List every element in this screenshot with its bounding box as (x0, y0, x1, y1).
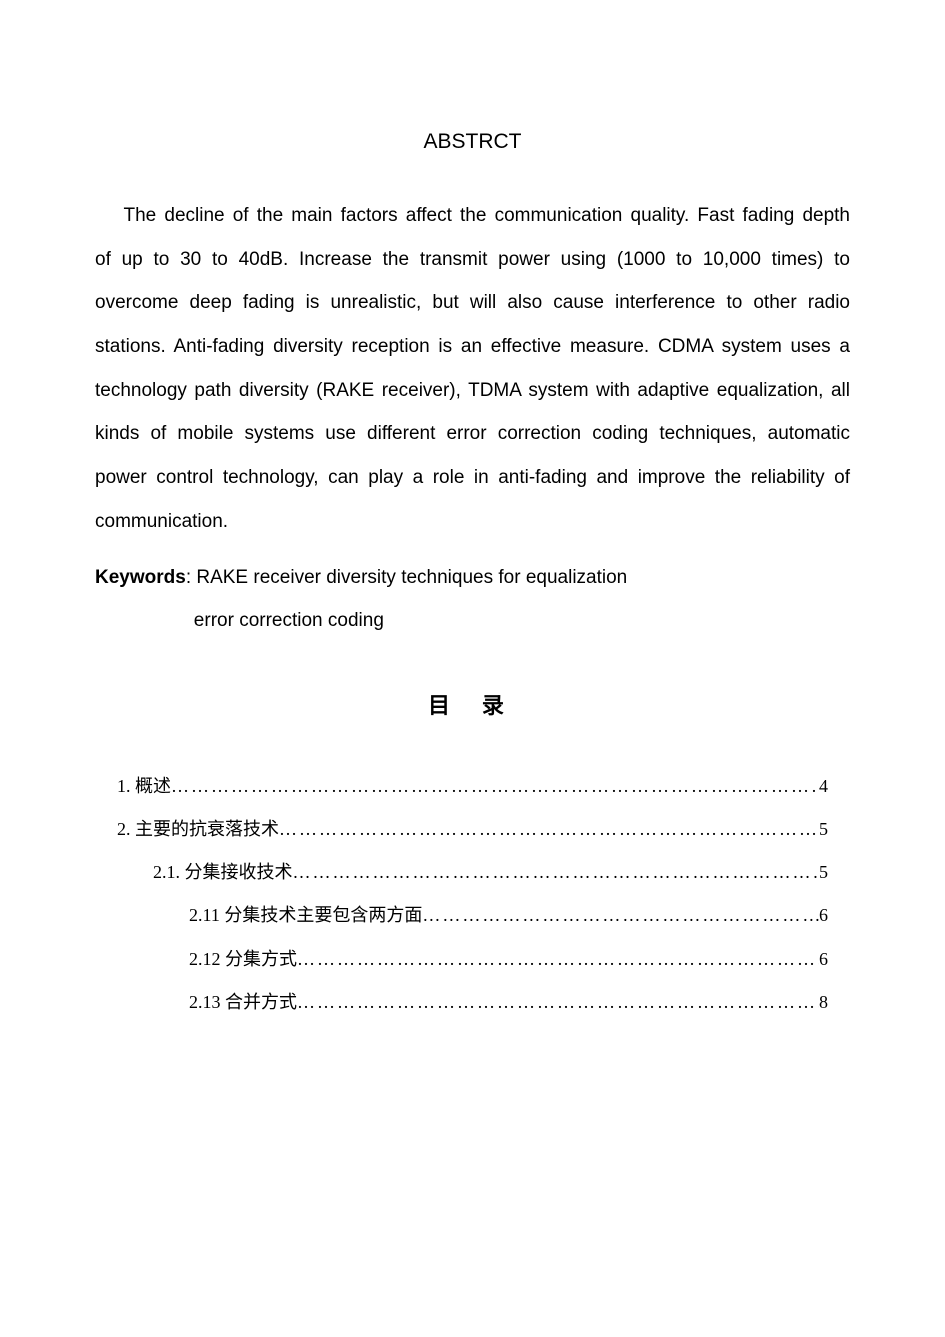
toc-item-label: 2. 主要的抗衰落技术 (117, 808, 279, 851)
toc-item-page: 5 (819, 851, 828, 894)
toc-item: 2.1. 分集接收技术 5 (117, 851, 828, 894)
toc-item-page: 6 (819, 938, 828, 981)
toc-dots (293, 851, 820, 894)
toc-dots (297, 981, 819, 1024)
toc-item-page: 6 (819, 894, 828, 937)
toc-item: 2.11 分集技术主要包含两方面 6 (117, 894, 828, 937)
toc-item: 2.12 分集方式 6 (117, 938, 828, 981)
toc-item-page: 8 (819, 981, 828, 1024)
keywords-text-1: : RAKE receiver diversity techniques for… (186, 567, 627, 588)
toc-container: 1. 概述 4 2. 主要的抗衰落技术 5 2.1. 分集接收技术 5 2.11… (95, 765, 850, 1024)
toc-dots (422, 894, 819, 937)
toc-item: 1. 概述 4 (117, 765, 828, 808)
toc-item-label: 2.1. 分集接收技术 (153, 851, 293, 894)
keywords-text-2: error correction coding (95, 599, 850, 643)
toc-item-label: 1. 概述 (117, 765, 171, 808)
toc-dots (171, 765, 819, 808)
keywords-label: Keywords (95, 567, 186, 588)
toc-item: 2. 主要的抗衰落技术 5 (117, 808, 828, 851)
toc-item-label: 2.11 分集技术主要包含两方面 (189, 894, 422, 937)
toc-dots (279, 808, 819, 851)
abstract-title: ABSTRCT (95, 130, 850, 154)
toc-dots (297, 938, 819, 981)
toc-item-page: 4 (819, 765, 828, 808)
toc-item: 2.13 合并方式 8 (117, 981, 828, 1024)
toc-title: 目 录 (95, 688, 850, 720)
toc-item-label: 2.13 合并方式 (189, 981, 297, 1024)
keywords-line: Keywords: RAKE receiver diversity techni… (95, 556, 850, 600)
toc-item-label: 2.12 分集方式 (189, 938, 297, 981)
abstract-body: The decline of the main factors affect t… (95, 194, 850, 544)
toc-item-page: 5 (819, 808, 828, 851)
